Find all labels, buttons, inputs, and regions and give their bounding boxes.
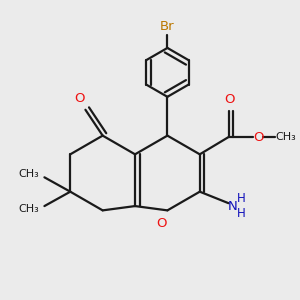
Text: CH₃: CH₃ <box>18 204 39 214</box>
Text: H: H <box>237 207 246 220</box>
Text: H: H <box>237 192 246 206</box>
Text: O: O <box>225 93 235 106</box>
Text: O: O <box>156 217 167 230</box>
Text: O: O <box>253 130 263 144</box>
Text: Br: Br <box>160 20 175 33</box>
Text: CH₃: CH₃ <box>276 132 296 142</box>
Text: N: N <box>228 200 238 213</box>
Text: CH₃: CH₃ <box>18 169 39 179</box>
Text: O: O <box>74 92 85 105</box>
